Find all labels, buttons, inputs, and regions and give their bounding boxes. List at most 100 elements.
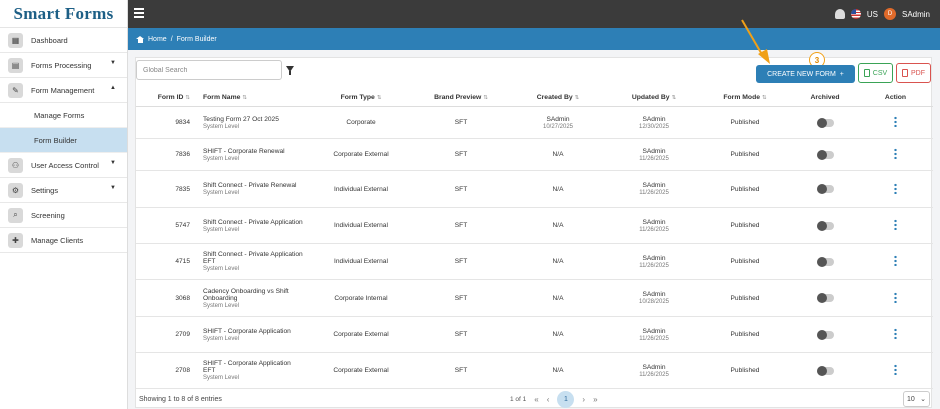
column-header-form-name[interactable]: Form Name ⇅ <box>203 94 248 101</box>
sidebar-subitem-form-builder[interactable]: Form Builder <box>0 128 127 153</box>
updated-date: 12/30/2025 <box>638 123 670 130</box>
archived-toggle[interactable] <box>816 184 834 194</box>
create-new-form-button[interactable]: CREATE NEW FORM + <box>756 65 855 83</box>
cell-action <box>858 219 933 232</box>
cell-form-name: Shift Connect - Private Renewal System Le… <box>200 182 306 196</box>
column-header-form-mode[interactable]: Form Mode ⇅ <box>723 94 767 101</box>
sort-icon: ⇅ <box>671 95 677 101</box>
updated-by-name: SAdmin <box>642 327 666 335</box>
form-name: Testing Form 27 Oct 2025 <box>203 115 279 123</box>
app-logo[interactable]: Smart Forms <box>0 0 127 28</box>
page-size-select[interactable]: 10 ⌄ <box>903 391 930 407</box>
cell-form-type: Corporate Internal <box>334 294 388 302</box>
cell-form-id: 3068 <box>175 294 190 302</box>
table-row[interactable]: 2709 SHIFT - Corporate Application System … <box>136 317 933 353</box>
column-header-form-id[interactable]: Form ID ⇅ <box>157 94 190 101</box>
cell-form-mode: Published <box>730 185 760 193</box>
table-row[interactable]: 7836 SHIFT - Corporate Renewal System Leve… <box>136 139 933 171</box>
cell-archived <box>792 117 858 128</box>
us-flag-icon[interactable] <box>850 9 861 19</box>
page-info: 1 of 1 <box>510 395 527 403</box>
sidebar-item-settings[interactable]: ⚙ Settings ▼ <box>0 178 127 203</box>
form-level: System Level <box>203 190 240 196</box>
cell-created-by: N/A <box>506 222 610 229</box>
table-row[interactable]: 2708 SHIFT - Corporate Application EFT Sys… <box>136 353 933 389</box>
kebab-menu-icon[interactable] <box>894 328 897 339</box>
archived-toggle[interactable] <box>816 365 834 376</box>
breadcrumb-home[interactable]: Home <box>148 35 167 43</box>
column-header-created-by[interactable]: Created By ⇅ <box>536 94 580 101</box>
export-pdf-button[interactable]: PDF <box>896 63 931 83</box>
sidebar-item-form-management[interactable]: ✎ Form Management ▲ <box>0 78 127 103</box>
cell-form-id: 2708 <box>175 367 190 374</box>
global-search-input[interactable] <box>136 60 282 80</box>
cell-form-id: 7836 <box>175 151 190 158</box>
table-row[interactable]: 4715 Shift Connect - Private Application … <box>136 244 933 280</box>
column-header-form-type[interactable]: Form Type ⇅ <box>340 94 382 101</box>
filter-icon[interactable] <box>286 66 294 75</box>
main-content: 3 CREATE NEW FORM + CSV PDF Form ID⇅ For… <box>128 19 940 409</box>
cell-archived <box>792 220 858 231</box>
cell-updated-by: SAdmin 11/26/2025 <box>610 255 698 269</box>
created-by-name: N/A <box>552 222 564 229</box>
archived-toggle[interactable] <box>816 117 834 128</box>
updated-date: 11/26/2025 <box>639 335 669 342</box>
kebab-menu-icon[interactable] <box>894 291 897 303</box>
sidebar-item-forms-processing[interactable]: ▤ Forms Processing ▼ <box>0 53 127 78</box>
cell-form-mode: Published <box>730 367 760 374</box>
column-header-brand-preview[interactable]: Brand Preview ⇅ <box>434 94 488 101</box>
sidebar-item-dashboard[interactable]: ▦ Dashboard <box>0 28 127 53</box>
cell-form-type: Individual External <box>334 222 388 229</box>
sidebar-item-label: Manage Clients <box>31 235 84 245</box>
sidebar-item-user-access-control[interactable]: ⚇ User Access Control ▼ <box>0 153 127 178</box>
prev-page-icon[interactable]: ‹ <box>546 394 550 404</box>
export-csv-button[interactable]: CSV <box>858 63 893 83</box>
region-label[interactable]: US <box>866 9 878 19</box>
created-date: 10/27/2025 <box>542 123 574 130</box>
form-level: System Level <box>203 375 240 381</box>
pdf-file-icon <box>902 69 908 77</box>
chevron-down-icon: ▼ <box>110 185 116 191</box>
cell-form-id: 5747 <box>175 222 190 229</box>
archived-toggle[interactable] <box>816 256 834 267</box>
form-level: System Level <box>203 123 240 130</box>
annotation-arrow-icon <box>741 19 770 64</box>
archived-toggle[interactable] <box>816 149 834 160</box>
kebab-menu-icon[interactable] <box>894 182 897 194</box>
table-row[interactable]: 3068 Cadency Onboarding vs Shift Onboardi… <box>136 280 933 317</box>
sidebar-item-screening[interactable]: ⌕ Screening <box>0 203 127 228</box>
cell-form-id: 4715 <box>175 258 190 265</box>
next-page-icon[interactable]: › <box>582 394 586 404</box>
first-page-icon[interactable]: « <box>534 394 539 404</box>
cell-created-by: N/A <box>506 151 610 158</box>
entries-summary: Showing 1 to 8 of 8 entries <box>139 396 222 403</box>
sidebar-item-manage-clients[interactable]: ✚ Manage Clients <box>0 228 127 253</box>
chevron-down-icon: ▼ <box>110 60 116 66</box>
hamburger-menu-icon[interactable] <box>134 8 144 18</box>
archived-toggle[interactable] <box>816 293 834 303</box>
kebab-menu-icon[interactable] <box>894 116 897 127</box>
kebab-menu-icon[interactable] <box>894 219 897 230</box>
kebab-menu-icon[interactable] <box>894 255 897 266</box>
archived-toggle[interactable] <box>816 329 834 340</box>
bell-icon[interactable] <box>834 9 845 19</box>
home-icon[interactable] <box>136 35 144 43</box>
page-number-button[interactable]: 1 <box>557 390 575 408</box>
kebab-menu-icon[interactable] <box>894 148 897 159</box>
last-page-icon[interactable]: » <box>593 394 598 404</box>
user-name[interactable]: SAdmin <box>901 9 930 19</box>
cell-action <box>858 328 933 341</box>
avatar[interactable]: D <box>883 8 896 20</box>
table-row[interactable]: 7835 Shift Connect - Private Renewal Syste… <box>136 171 933 208</box>
column-header-updated-by[interactable]: Updated By ⇅ <box>631 94 677 101</box>
sort-icon: ⇅ <box>483 95 488 101</box>
cell-updated-by: SAdmin 10/28/2025 <box>610 291 698 305</box>
updated-by-name: SAdmin <box>642 291 666 298</box>
sidebar-item-label: Dashboard <box>31 35 68 45</box>
sidebar-subitem-manage-forms[interactable]: Manage Forms <box>0 103 127 128</box>
kebab-menu-icon[interactable] <box>894 364 897 375</box>
table-row[interactable]: 5747 Shift Connect - Private Application S… <box>136 208 933 244</box>
table-row[interactable]: 9834 Testing Form 27 Oct 2025 System Level… <box>136 107 933 139</box>
archived-toggle[interactable] <box>816 220 834 231</box>
sidebar-item-label: User Access Control <box>31 160 99 170</box>
